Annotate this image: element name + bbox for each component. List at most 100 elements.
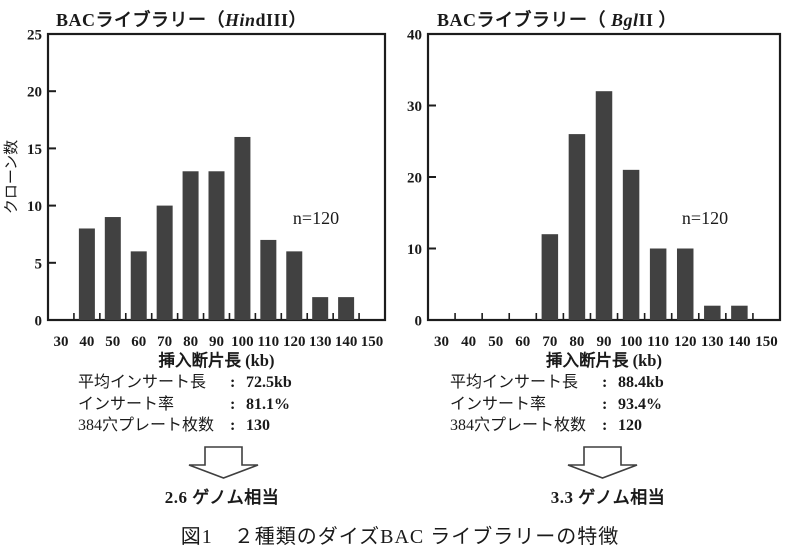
title-suffix: dIII）: [255, 10, 308, 30]
x-tick-label: 130: [309, 334, 332, 350]
chart-bglii: BACライブラリー（ BglII ） 0 10 20 30 40 30 40 50 60 70 80…: [400, 0, 800, 372]
x-tick-label: 50: [105, 334, 120, 350]
x-tick-label: 140: [728, 334, 751, 350]
stat-value: 81.1%: [246, 395, 290, 413]
bar: [595, 91, 613, 320]
x-tick-label: 50: [488, 334, 503, 350]
y-tick-label: 0: [35, 314, 43, 330]
bar: [260, 239, 277, 320]
bar: [541, 234, 559, 320]
stat-row: 平均インサート長:88.4kb: [450, 372, 664, 394]
stat-value: 130: [246, 417, 270, 434]
x-tick-label: 120: [283, 334, 306, 350]
x-tick-label: 60: [515, 334, 530, 350]
stats-hindiii: 平均インサート長:72.5kb インサート率:81.1% 384穴プレート枚数:13…: [78, 372, 292, 437]
title-suffix: II ）: [638, 10, 678, 30]
down-arrow-icon: [567, 446, 638, 479]
x-tick-label: 140: [335, 334, 358, 350]
x-tick-label: 70: [542, 334, 557, 350]
title-prefix: BACライブラリー（: [437, 10, 612, 30]
bar: [731, 305, 748, 320]
stat-label: 384穴プレート枚数: [450, 417, 587, 434]
title-prefix: BACライブラリー（: [56, 10, 226, 30]
x-tick-label: 80: [183, 334, 198, 350]
bglii-bar-plot: 0 10 20 30 40 30 40 50 60 70 80 90 100 110 120 130 140 15…: [407, 28, 782, 370]
x-tick-label: 110: [647, 334, 669, 350]
y-axis-title: クローン数: [3, 140, 20, 214]
bar: [568, 134, 586, 320]
bar: [676, 248, 694, 320]
bar: [312, 297, 329, 320]
y-tick-label: 10: [27, 199, 42, 215]
x-tick-label: 60: [131, 334, 146, 350]
x-axis-title: 挿入断片長 (kb): [546, 350, 662, 370]
x-tick-label: 110: [258, 334, 280, 350]
stat-label: 平均インサート長: [450, 374, 579, 391]
genome-equivalent-label: 2.6 ゲノム相当: [164, 488, 280, 507]
x-tick-label: 100: [231, 334, 254, 350]
x-tick-label: 100: [620, 334, 643, 350]
stat-sep: :: [602, 374, 608, 391]
stat-row: インサート率:81.1%: [78, 394, 292, 416]
chart-hindiii: BACライブラリー（HindIII） 0 5 10 15 20 25 30 40 50 60 70 8…: [0, 0, 400, 372]
title-enzyme-italic: Bgl: [611, 10, 639, 30]
y-tick-label: 20: [27, 85, 42, 101]
bar: [182, 171, 199, 320]
x-tick-label: 150: [755, 334, 778, 350]
y-tick-label: 10: [407, 242, 422, 258]
chart-title-bglii: BACライブラリー（ BglII ）: [437, 6, 677, 32]
stat-row: 384穴プレート枚数:120: [450, 415, 664, 437]
y-tick-label: 25: [27, 28, 42, 44]
y-tick-label: 0: [415, 314, 423, 330]
bar: [649, 248, 667, 320]
bar: [234, 136, 251, 320]
x-tick-label: 150: [361, 334, 384, 350]
bar: [704, 305, 721, 320]
sample-size-annotation: n=120: [293, 208, 339, 228]
bar: [156, 205, 173, 320]
y-tick-label: 40: [407, 28, 422, 44]
y-tick-label: 30: [407, 99, 422, 115]
x-tick-label: 90: [597, 334, 612, 350]
stat-sep: :: [230, 395, 236, 413]
stat-sep: :: [602, 395, 608, 413]
x-tick-label: 120: [674, 334, 697, 350]
stat-value: 120: [618, 417, 642, 434]
stat-label: インサート率: [450, 395, 547, 413]
stat-value: 72.5kb: [246, 374, 292, 391]
stat-sep: :: [230, 417, 236, 434]
stat-sep: :: [230, 374, 236, 391]
stat-sep: :: [602, 417, 608, 434]
x-tick-label: 90: [209, 334, 224, 350]
y-tick-label: 5: [35, 256, 43, 272]
y-tick-label: 15: [27, 142, 42, 158]
bar: [78, 228, 95, 320]
stat-label: 平均インサート長: [78, 374, 207, 391]
sample-size-annotation: n=120: [682, 208, 728, 228]
x-tick-label: 130: [701, 334, 724, 350]
stat-value: 93.4%: [618, 395, 662, 413]
stat-value: 88.4kb: [618, 374, 664, 391]
stat-row: インサート率:93.4%: [450, 394, 664, 416]
y-tick-label: 20: [407, 171, 422, 187]
stat-label: 384穴プレート枚数: [78, 417, 215, 434]
stat-label: インサート率: [78, 395, 175, 413]
bar: [338, 297, 355, 320]
bar: [622, 169, 640, 320]
bar: [286, 251, 303, 320]
title-enzyme-italic: Hin: [225, 10, 256, 30]
x-tick-label: 30: [53, 334, 68, 350]
stat-row: 384穴プレート枚数:130: [78, 415, 292, 437]
x-axis-title: 挿入断片長 (kb): [159, 350, 275, 370]
bar: [130, 251, 147, 320]
stats-bglii: 平均インサート長:88.4kb インサート率:93.4% 384穴プレート枚数:12…: [450, 372, 664, 437]
x-tick-label: 70: [157, 334, 172, 350]
down-arrow-icon: [188, 446, 259, 479]
stat-row: 平均インサート長:72.5kb: [78, 372, 292, 394]
x-tick-label: 80: [569, 334, 584, 350]
x-tick-label: 30: [434, 334, 449, 350]
figure-caption: 図1 ２種類のダイズBAC ライブラリーの特徴: [180, 526, 620, 548]
x-tick-label: 40: [461, 334, 476, 350]
genome-equivalent-label: 3.3 ゲノム相当: [550, 488, 666, 507]
